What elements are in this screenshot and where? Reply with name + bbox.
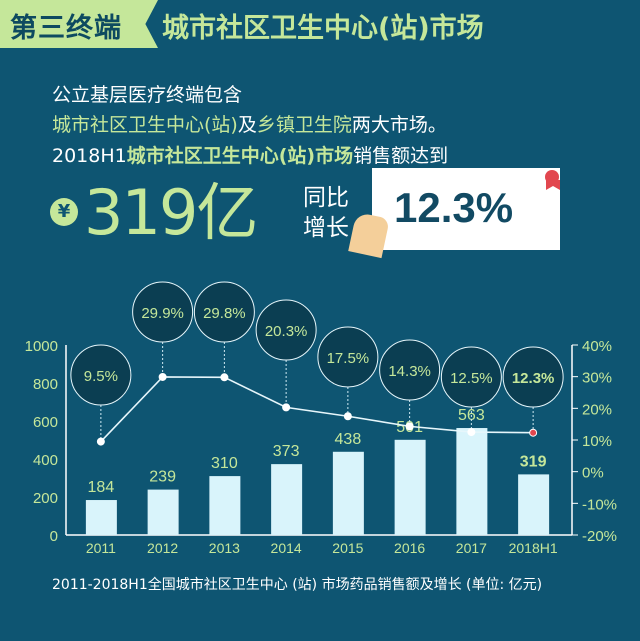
bar — [147, 489, 179, 535]
growth-bubble — [255, 299, 317, 361]
growth-label: 29.8% — [203, 305, 246, 322]
bar — [209, 476, 241, 535]
growth-value: 12.3% — [394, 184, 514, 231]
yen-icon: ¥ — [50, 198, 78, 226]
right-tick-label: 20% — [582, 401, 612, 418]
growth-label: 17.5% — [327, 350, 370, 367]
growth-bubble — [440, 346, 502, 408]
chart-title: 2011-2018H1全国城市社区卫生中心 (站) 市场药品销售额及增长 (单位… — [52, 577, 543, 593]
right-tick-label: -20% — [582, 528, 617, 545]
left-tick-label: 200 — [33, 490, 58, 507]
bar-value-label: 373 — [273, 443, 300, 460]
bar — [518, 474, 550, 535]
growth-point — [467, 428, 476, 437]
intro-text: 销售额达到 — [353, 145, 449, 167]
growth-point — [529, 428, 538, 437]
growth-line — [100, 376, 534, 443]
growth-bubble — [317, 326, 379, 388]
growth-point — [343, 412, 352, 421]
left-tick-label: 400 — [33, 452, 58, 469]
right-tick-label: 30% — [582, 370, 612, 387]
x-tick-label: 2011 — [86, 540, 116, 556]
right-tick-label: 40% — [582, 338, 612, 355]
growth-point — [220, 373, 229, 382]
x-tick-label: 2015 — [332, 540, 363, 556]
right-tick-label: 10% — [582, 433, 612, 450]
right-tick-label: -10% — [582, 496, 617, 513]
yoy-label-2: 增长 — [303, 215, 349, 241]
growth-label: 20.3% — [265, 323, 308, 340]
header-tab-label: 第三终端 — [10, 13, 122, 44]
left-tick-label: 1000 — [25, 338, 58, 355]
growth-label: 29.9% — [141, 305, 184, 322]
right-tick-label: 0% — [582, 465, 604, 482]
page-title: 城市社区卫生中心(站)市场 — [162, 13, 484, 44]
intro-text: 两大市场。 — [351, 114, 447, 136]
intro-term-2: 乡镇卫生院 — [256, 114, 352, 136]
intro-text: 及 — [237, 114, 257, 136]
bar-value-label: 184 — [88, 479, 115, 496]
intro-term: 城市社区卫生中心(站)市场 — [126, 145, 354, 167]
growth-label: 12.5% — [450, 370, 493, 387]
growth-label: 12.3% — [512, 370, 555, 387]
growth-bubble — [502, 346, 564, 408]
yoy-label-1: 同比 — [303, 185, 349, 211]
growth-bubble — [132, 281, 194, 343]
x-tick-label: 2013 — [209, 540, 240, 556]
bar — [271, 464, 303, 535]
bar-value-label: 310 — [211, 455, 238, 472]
bar-value-label: 438 — [335, 431, 362, 448]
intro-line-2: 城市社区卫生中心(站)及乡镇卫生院两大市场。 — [52, 110, 447, 137]
bar-value-label: 319 — [520, 453, 547, 470]
growth-label: 14.3% — [388, 363, 431, 380]
amount: 319亿 — [84, 176, 258, 249]
intro-line-1: 公立基层医疗终端包含 — [52, 84, 243, 106]
bar — [332, 451, 364, 535]
bar-value-label: 239 — [149, 469, 176, 486]
intro-line-3: 2018H1城市社区卫生中心(站)市场销售额达到 — [52, 141, 448, 168]
x-tick-label: 2017 — [456, 540, 487, 556]
growth-point — [96, 437, 105, 446]
growth-bubble — [379, 339, 441, 401]
growth-card: 12.3% — [372, 168, 560, 250]
growth-bubble — [193, 281, 255, 343]
bar — [456, 428, 488, 535]
left-tick-label: 800 — [33, 376, 58, 393]
left-tick-label: 0 — [50, 528, 58, 545]
bar — [85, 500, 117, 535]
growth-point — [158, 372, 167, 381]
intro-term-1: 城市社区卫生中心(站) — [52, 114, 238, 136]
growth-label: 9.5% — [84, 368, 118, 385]
ribbon-tail-icon — [546, 180, 560, 190]
growth-point — [282, 403, 291, 412]
x-tick-label: 2018H1 — [509, 540, 558, 556]
intro-text: 2018H1 — [52, 145, 127, 167]
x-tick-label: 2012 — [147, 540, 178, 556]
growth-bubble — [70, 344, 132, 406]
x-tick-label: 2014 — [271, 540, 302, 556]
x-tick-label: 2016 — [394, 540, 425, 556]
header-tab: 第三终端 — [0, 0, 158, 48]
left-tick-label: 600 — [33, 414, 58, 431]
growth-point — [405, 422, 414, 431]
bar — [394, 439, 426, 535]
